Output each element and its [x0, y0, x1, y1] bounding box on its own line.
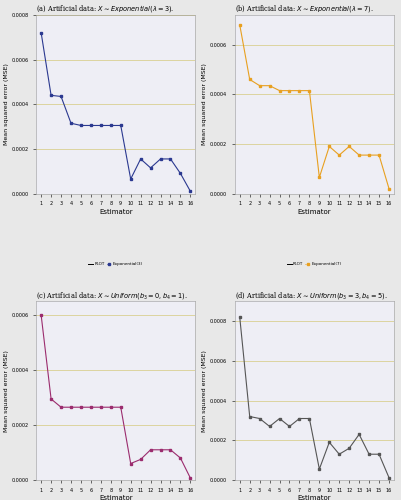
X-axis label: Estimator: Estimator: [297, 496, 330, 500]
Legend: PLOT, Exponential(3): PLOT, Exponential(3): [88, 262, 143, 266]
Text: (a) Artificial data: $X \sim Exponential(\lambda = 3)$.: (a) Artificial data: $X \sim Exponential…: [36, 4, 174, 15]
Text: (b) Artificial data: $X \sim Exponential(\lambda = 7)$.: (b) Artificial data: $X \sim Exponential…: [234, 4, 373, 15]
Legend: PLOT, Exponential(7): PLOT, Exponential(7): [286, 262, 341, 266]
Y-axis label: Mean squared error (MSE): Mean squared error (MSE): [202, 350, 207, 432]
X-axis label: Estimator: Estimator: [99, 209, 132, 215]
Y-axis label: Mean squared error (MSE): Mean squared error (MSE): [4, 350, 8, 432]
X-axis label: Estimator: Estimator: [297, 209, 330, 215]
Text: (c) Artificial data: $X \sim Uniform(b_3 = 0, b_4 = 1)$.: (c) Artificial data: $X \sim Uniform(b_3…: [36, 290, 188, 301]
X-axis label: Estimator: Estimator: [99, 496, 132, 500]
Y-axis label: Mean squared error (MSE): Mean squared error (MSE): [4, 64, 8, 145]
Y-axis label: Mean squared error (MSE): Mean squared error (MSE): [202, 64, 207, 145]
Text: (d) Artificial data: $X \sim Uniform(b_3 = 3, b_4 = 5)$.: (d) Artificial data: $X \sim Uniform(b_3…: [234, 290, 386, 301]
